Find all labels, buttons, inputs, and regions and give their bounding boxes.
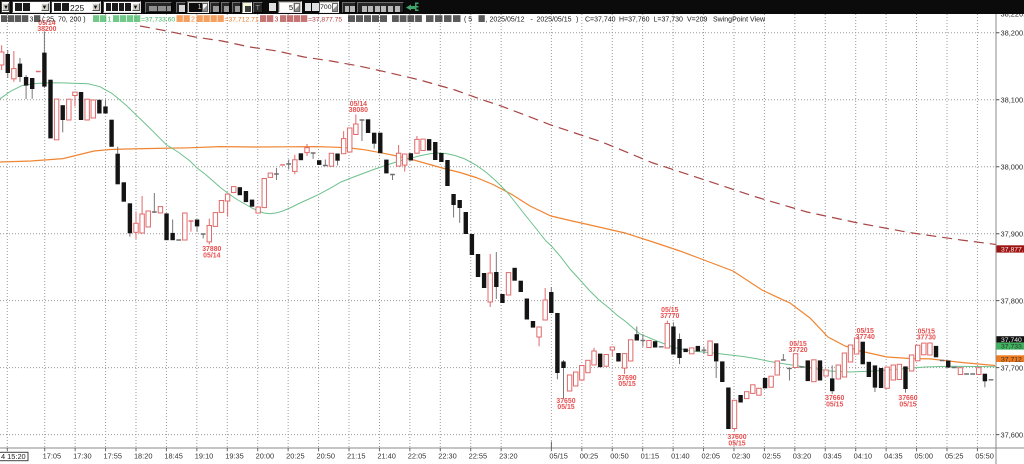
- svg-text:19:35: 19:35: [225, 452, 244, 461]
- svg-text:2025/05/15: 2025/05/15: [537, 16, 572, 23]
- svg-text:18:45: 18:45: [164, 452, 183, 461]
- svg-text:38080: 38080: [349, 107, 368, 114]
- svg-text:,: ,: [486, 16, 488, 23]
- svg-text:37660: 37660: [825, 395, 844, 402]
- svg-text:2025/05/12: 2025/05/12: [490, 16, 525, 23]
- svg-text:V=209: V=209: [687, 16, 708, 23]
- svg-text:37770: 37770: [660, 313, 679, 320]
- svg-text:37650: 37650: [556, 398, 575, 405]
- svg-text:23:20: 23:20: [499, 452, 518, 461]
- svg-text:05:50: 05:50: [975, 452, 994, 461]
- svg-text:05/15: 05/15: [661, 307, 678, 314]
- svg-text:1: 1: [108, 16, 112, 23]
- svg-text:01:40: 01:40: [671, 452, 690, 461]
- svg-text:-: -: [531, 16, 534, 23]
- svg-text:17:30: 17:30: [73, 452, 92, 461]
- svg-text:22:05: 22:05: [408, 452, 427, 461]
- svg-text:37,700.0: 37,700.0: [1001, 363, 1024, 372]
- svg-text:37,712.7: 37,712.7: [1001, 356, 1024, 363]
- svg-text:3: 3: [275, 16, 279, 23]
- svg-text:37720: 37720: [788, 347, 807, 354]
- svg-text:37690: 37690: [617, 375, 636, 382]
- svg-text:=37,733.60: =37,733.60: [141, 16, 175, 23]
- svg-text:05/15: 05/15: [618, 381, 635, 388]
- svg-text:37,600.0: 37,600.0: [1001, 430, 1024, 439]
- svg-text:( 5: ( 5: [464, 16, 472, 23]
- svg-text:3: 3: [30, 16, 34, 23]
- svg-text:): ): [576, 16, 578, 23]
- svg-text:03:45: 03:45: [823, 452, 842, 461]
- svg-text:38,000.0: 38,000.0: [1001, 162, 1024, 171]
- svg-text:2: 2: [191, 16, 195, 23]
- svg-text:38,100.0: 38,100.0: [1001, 95, 1024, 104]
- svg-text:37,900.0: 37,900.0: [1001, 229, 1024, 238]
- svg-text:37660: 37660: [898, 395, 917, 402]
- svg-text:05/15: 05/15: [899, 401, 916, 408]
- svg-text:=37,877.75: =37,877.75: [308, 16, 342, 23]
- svg-text:20:50: 20:50: [317, 452, 336, 461]
- svg-text:37,877.7: 37,877.7: [1001, 247, 1024, 254]
- svg-text:05/15: 05/15: [826, 401, 843, 408]
- svg-text:18:20: 18:20: [134, 452, 153, 461]
- svg-text:02:55: 02:55: [762, 452, 781, 461]
- svg-text:02:30: 02:30: [732, 452, 751, 461]
- svg-text:05/15: 05/15: [728, 440, 745, 447]
- svg-text:38,200.0: 38,200.0: [1001, 28, 1024, 37]
- svg-text:05/15: 05/15: [789, 341, 806, 348]
- svg-text:05/15: 05/15: [857, 328, 874, 335]
- svg-text:21:40: 21:40: [377, 452, 396, 461]
- svg-text:H=37,760: H=37,760: [619, 16, 650, 23]
- svg-text:04:10: 04:10: [854, 452, 873, 461]
- svg-text:37740: 37740: [856, 334, 875, 341]
- svg-text:37600: 37600: [727, 434, 746, 441]
- svg-text:=37,712.71: =37,712.71: [225, 16, 259, 23]
- svg-text:L=37,730: L=37,730: [654, 16, 683, 23]
- svg-text:22:55: 22:55: [469, 452, 488, 461]
- svg-text:SwingPoint View: SwingPoint View: [713, 16, 766, 23]
- svg-text:21:15: 21:15: [347, 452, 366, 461]
- svg-text:05/15: 05/15: [557, 404, 574, 411]
- svg-text:37880: 37880: [202, 246, 221, 253]
- svg-text:C=37,740: C=37,740: [585, 16, 616, 23]
- svg-text:05/15: 05/15: [918, 328, 935, 335]
- svg-text:02:05: 02:05: [702, 452, 721, 461]
- svg-text:38200: 38200: [37, 26, 56, 33]
- svg-text:20:25: 20:25: [286, 452, 305, 461]
- svg-text:37,800.0: 37,800.0: [1001, 296, 1024, 305]
- svg-text:04:35: 04:35: [884, 452, 903, 461]
- svg-text:4 15:20: 4 15:20: [1, 452, 26, 461]
- svg-text:05/14: 05/14: [203, 252, 220, 259]
- svg-text:( 25, 70, 200 ): ( 25, 70, 200 ): [42, 16, 86, 23]
- svg-text:17:05: 17:05: [43, 452, 62, 461]
- svg-text:05/14: 05/14: [38, 20, 55, 27]
- svg-text:00:50: 00:50: [610, 452, 629, 461]
- svg-text:19:10: 19:10: [195, 452, 214, 461]
- svg-text:17:55: 17:55: [104, 452, 123, 461]
- svg-text:38,226.0: 38,226.0: [1001, 14, 1024, 19]
- svg-text:01:15: 01:15: [641, 452, 660, 461]
- svg-text:20:00: 20:00: [256, 452, 275, 461]
- svg-text:05:00: 05:00: [915, 452, 934, 461]
- svg-text:37,740: 37,740: [1001, 337, 1022, 344]
- svg-text:00:25: 00:25: [580, 452, 599, 461]
- svg-text:05/15: 05/15: [549, 452, 568, 461]
- svg-text:37,733.6: 37,733.6: [1001, 344, 1024, 351]
- svg-text:05/14: 05/14: [350, 101, 367, 108]
- svg-text:37730: 37730: [917, 335, 936, 342]
- svg-text:03:20: 03:20: [793, 452, 812, 461]
- svg-text:22:30: 22:30: [438, 452, 457, 461]
- svg-text:05:25: 05:25: [945, 452, 964, 461]
